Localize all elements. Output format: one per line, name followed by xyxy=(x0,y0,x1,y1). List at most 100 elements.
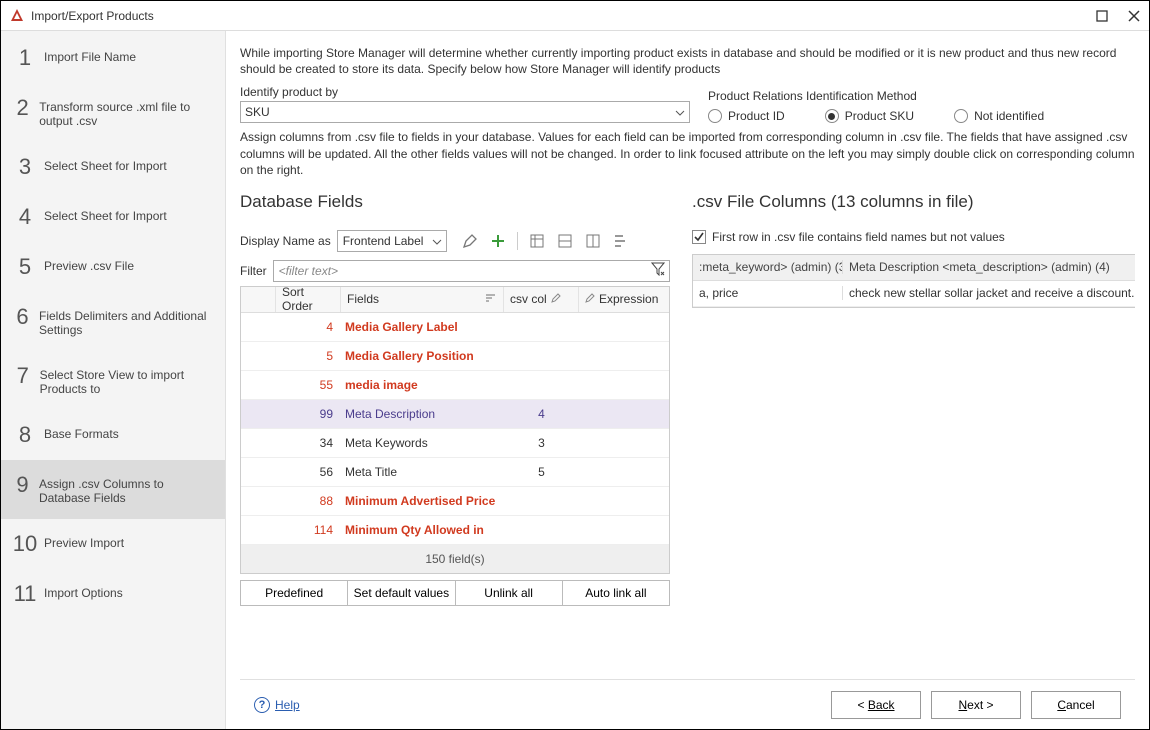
csv-cell: check new stellar sollar jacket and rece… xyxy=(843,286,1135,300)
csv-columns-panel: .csv File Columns (13 columns in file) F… xyxy=(692,192,1135,679)
wizard-step[interactable]: 4 Select Sheet for Import xyxy=(1,192,225,242)
wizard-step[interactable]: 10 Preview Import xyxy=(1,519,225,569)
wizard-step[interactable]: 7 Select Store View to import Products t… xyxy=(1,351,225,410)
cell-field: media image xyxy=(341,378,504,392)
cell-sort: 55 xyxy=(276,378,341,392)
grid-tool-3-icon[interactable] xyxy=(584,232,602,250)
relation-radio[interactable]: Product ID xyxy=(708,109,785,123)
cell-field: Minimum Advertised Price xyxy=(341,494,504,508)
chevron-down-icon xyxy=(432,234,442,248)
close-button[interactable] xyxy=(1127,9,1141,23)
radio-icon xyxy=(825,109,839,123)
help-label: Help xyxy=(275,698,300,712)
grid-action-button[interactable]: Unlink all xyxy=(456,580,563,606)
cell-sort: 99 xyxy=(276,407,341,421)
field-row[interactable]: 88 Minimum Advertised Price xyxy=(241,487,669,516)
next-button[interactable]: Next > xyxy=(931,691,1021,719)
step-number: 7 xyxy=(11,365,35,387)
intro-text: While importing Store Manager will deter… xyxy=(240,45,1135,77)
relation-radio[interactable]: Product SKU xyxy=(825,109,914,123)
csv-columns-title: .csv File Columns (13 columns in file) xyxy=(692,192,1135,212)
field-row[interactable]: 114 Minimum Qty Allowed in xyxy=(241,516,669,545)
step-number: 9 xyxy=(11,474,34,496)
filter-label: Filter xyxy=(240,264,267,278)
radio-label: Product SKU xyxy=(845,109,914,123)
relation-radio[interactable]: Not identified xyxy=(954,109,1044,123)
fields-grid-header: Sort Order Fields csv col xyxy=(241,287,669,313)
cell-csv: 4 xyxy=(504,407,579,421)
cell-field: Media Gallery Label xyxy=(341,320,504,334)
wizard-step[interactable]: 9 Assign .csv Columns to Database Fields xyxy=(1,460,225,519)
cell-csv: 5 xyxy=(504,465,579,479)
wizard-step[interactable]: 2 Transform source .xml file to output .… xyxy=(1,83,225,142)
sort-indicator-icon xyxy=(485,292,497,306)
csv-row[interactable]: a, price check new stellar sollar jacket… xyxy=(693,281,1135,307)
maximize-button[interactable] xyxy=(1095,9,1109,23)
step-label: Assign .csv Columns to Database Fields xyxy=(34,474,215,505)
field-row[interactable]: 99 Meta Description 4 xyxy=(241,400,669,429)
grid-action-button[interactable]: Set default values xyxy=(348,580,455,606)
assign-text: Assign columns from .csv file to fields … xyxy=(240,129,1135,178)
help-link[interactable]: ? Help xyxy=(254,697,300,713)
database-fields-panel: Database Fields Display Name as Frontend… xyxy=(240,192,670,679)
grid-tool-1-icon[interactable] xyxy=(528,232,546,250)
display-name-select[interactable]: Frontend Label xyxy=(337,230,447,252)
radio-label: Product ID xyxy=(728,109,785,123)
csv-header-col-1[interactable]: :meta_keyword> (admin) (3) xyxy=(693,260,843,274)
relations-label: Product Relations Identification Method xyxy=(708,89,1135,103)
edit-icon[interactable] xyxy=(461,232,479,250)
grid-tool-4-icon[interactable] xyxy=(612,232,630,250)
step-label: Preview .csv File xyxy=(39,256,134,273)
csv-header-col-2[interactable]: Meta Description <meta_description> (adm… xyxy=(843,260,1135,274)
col-sort-order[interactable]: Sort Order xyxy=(276,287,341,312)
wizard-step[interactable]: 8 Base Formats xyxy=(1,410,225,460)
cell-sort: 4 xyxy=(276,320,341,334)
field-row[interactable]: 34 Meta Keywords 3 xyxy=(241,429,669,458)
step-label: Select Store View to import Products to xyxy=(35,365,215,396)
grid-action-button[interactable]: Predefined xyxy=(240,580,348,606)
step-number: 5 xyxy=(11,256,39,278)
step-number: 3 xyxy=(11,156,39,178)
cancel-button[interactable]: Cancel xyxy=(1031,691,1121,719)
cell-field: Meta Title xyxy=(341,465,504,479)
wizard-step[interactable]: 11 Import Options xyxy=(1,569,225,619)
filter-clear-icon[interactable] xyxy=(651,262,665,279)
field-row[interactable]: 56 Meta Title 5 xyxy=(241,458,669,487)
step-label: Fields Delimiters and Additional Setting… xyxy=(34,306,215,337)
col-csv[interactable]: csv col xyxy=(504,287,579,312)
relations-radio-group: Product ID Product SKU Not identified xyxy=(708,109,1135,123)
step-label: Select Sheet for Import xyxy=(39,156,167,173)
radio-icon xyxy=(954,109,968,123)
back-button[interactable]: < Back xyxy=(831,691,921,719)
cell-sort: 56 xyxy=(276,465,341,479)
cell-field: Meta Keywords xyxy=(341,436,504,450)
step-label: Transform source .xml file to output .cs… xyxy=(34,97,215,128)
radio-label: Not identified xyxy=(974,109,1044,123)
step-label: Import File Name xyxy=(39,47,136,64)
identify-select[interactable]: SKU xyxy=(240,101,690,123)
col-fields[interactable]: Fields xyxy=(341,287,504,312)
wizard-step[interactable]: 6 Fields Delimiters and Additional Setti… xyxy=(1,292,225,351)
wizard-step[interactable]: 1 Import File Name xyxy=(1,33,225,83)
add-icon[interactable] xyxy=(489,232,507,250)
cell-csv: 3 xyxy=(504,436,579,450)
step-number: 11 xyxy=(11,583,39,605)
window-title: Import/Export Products xyxy=(31,9,1095,23)
wizard-step[interactable]: 3 Select Sheet for Import xyxy=(1,142,225,192)
field-row[interactable]: 55 media image xyxy=(241,371,669,400)
chevron-down-icon xyxy=(675,105,685,119)
step-label: Preview Import xyxy=(39,533,124,550)
cell-sort: 5 xyxy=(276,349,341,363)
cell-sort: 114 xyxy=(276,523,341,537)
filter-input[interactable]: <filter text> xyxy=(273,260,670,282)
grid-tool-2-icon[interactable] xyxy=(556,232,574,250)
col-expression[interactable]: Expression xyxy=(579,287,669,312)
first-row-checkbox[interactable] xyxy=(692,230,706,244)
grid-action-button[interactable]: Auto link all xyxy=(563,580,670,606)
cell-field: Meta Description xyxy=(341,407,504,421)
step-label: Import Options xyxy=(39,583,123,600)
title-bar: Import/Export Products xyxy=(1,1,1149,31)
field-row[interactable]: 5 Media Gallery Position xyxy=(241,342,669,371)
wizard-step[interactable]: 5 Preview .csv File xyxy=(1,242,225,292)
field-row[interactable]: 4 Media Gallery Label xyxy=(241,313,669,342)
